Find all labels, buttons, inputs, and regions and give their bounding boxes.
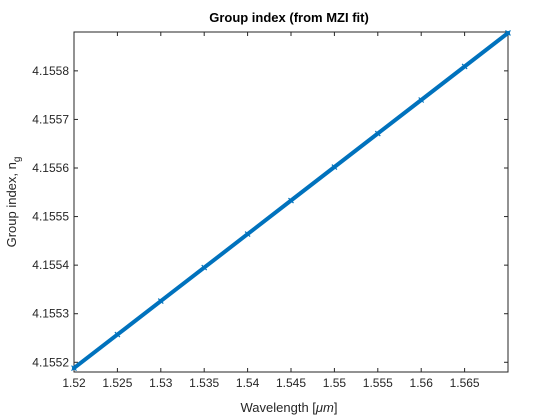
data-point [71,365,77,372]
data-point [288,197,294,204]
x-tick-label: 1.555 [363,376,393,390]
x-tick-label: 1.565 [450,376,480,390]
y-tick-label: 4.1553 [32,307,69,321]
x-axis-label: Wavelength [μm] [241,400,338,415]
y-ticks: 4.1552 4.1553 4.1554 4.1555 4.1556 4.1557 4.15… [32,64,508,369]
data-point [418,97,425,103]
data-point [505,30,511,36]
x-axis-label-unit: μm [315,400,334,415]
data-point [331,164,338,170]
y-tick-label: 4.1557 [32,112,69,126]
y-axis-label-subscript: g [12,157,23,163]
y-tick-label: 4.1555 [32,210,69,224]
x-tick-label: 1.53 [149,376,173,390]
y-tick-label: 4.1556 [32,161,69,175]
x-tick-label: 1.56 [410,376,434,390]
y-tick-label: 4.1552 [32,355,69,369]
x-tick-label: 1.52 [62,376,86,390]
data-point [244,231,251,237]
y-tick-label: 4.1554 [32,258,69,272]
data-point [374,130,381,137]
y-tick-label: 4.1558 [32,64,69,78]
data-point [114,331,121,338]
x-axis-label-prefix: Wavelength [ [241,400,317,415]
data-point [157,298,164,305]
series-layer [71,30,511,372]
x-tick-label: 1.54 [236,376,260,390]
x-tick-label: 1.525 [102,376,132,390]
chart-title: Group index (from MZI fit) [209,10,369,25]
y-axis-label: Group index, ng [4,157,23,248]
y-axis-label-main: Group index, n [4,162,19,247]
data-point [201,264,208,271]
x-axis-label-suffix: ] [334,400,338,415]
x-tick-label: 1.545 [276,376,306,390]
data-point [461,63,468,70]
x-tick-label: 1.535 [189,376,219,390]
x-tick-label: 1.55 [323,376,347,390]
x-ticks: 1.52 1.525 1.53 1.535 1.54 1.545 1.55 1.555 1.56… [62,32,480,390]
